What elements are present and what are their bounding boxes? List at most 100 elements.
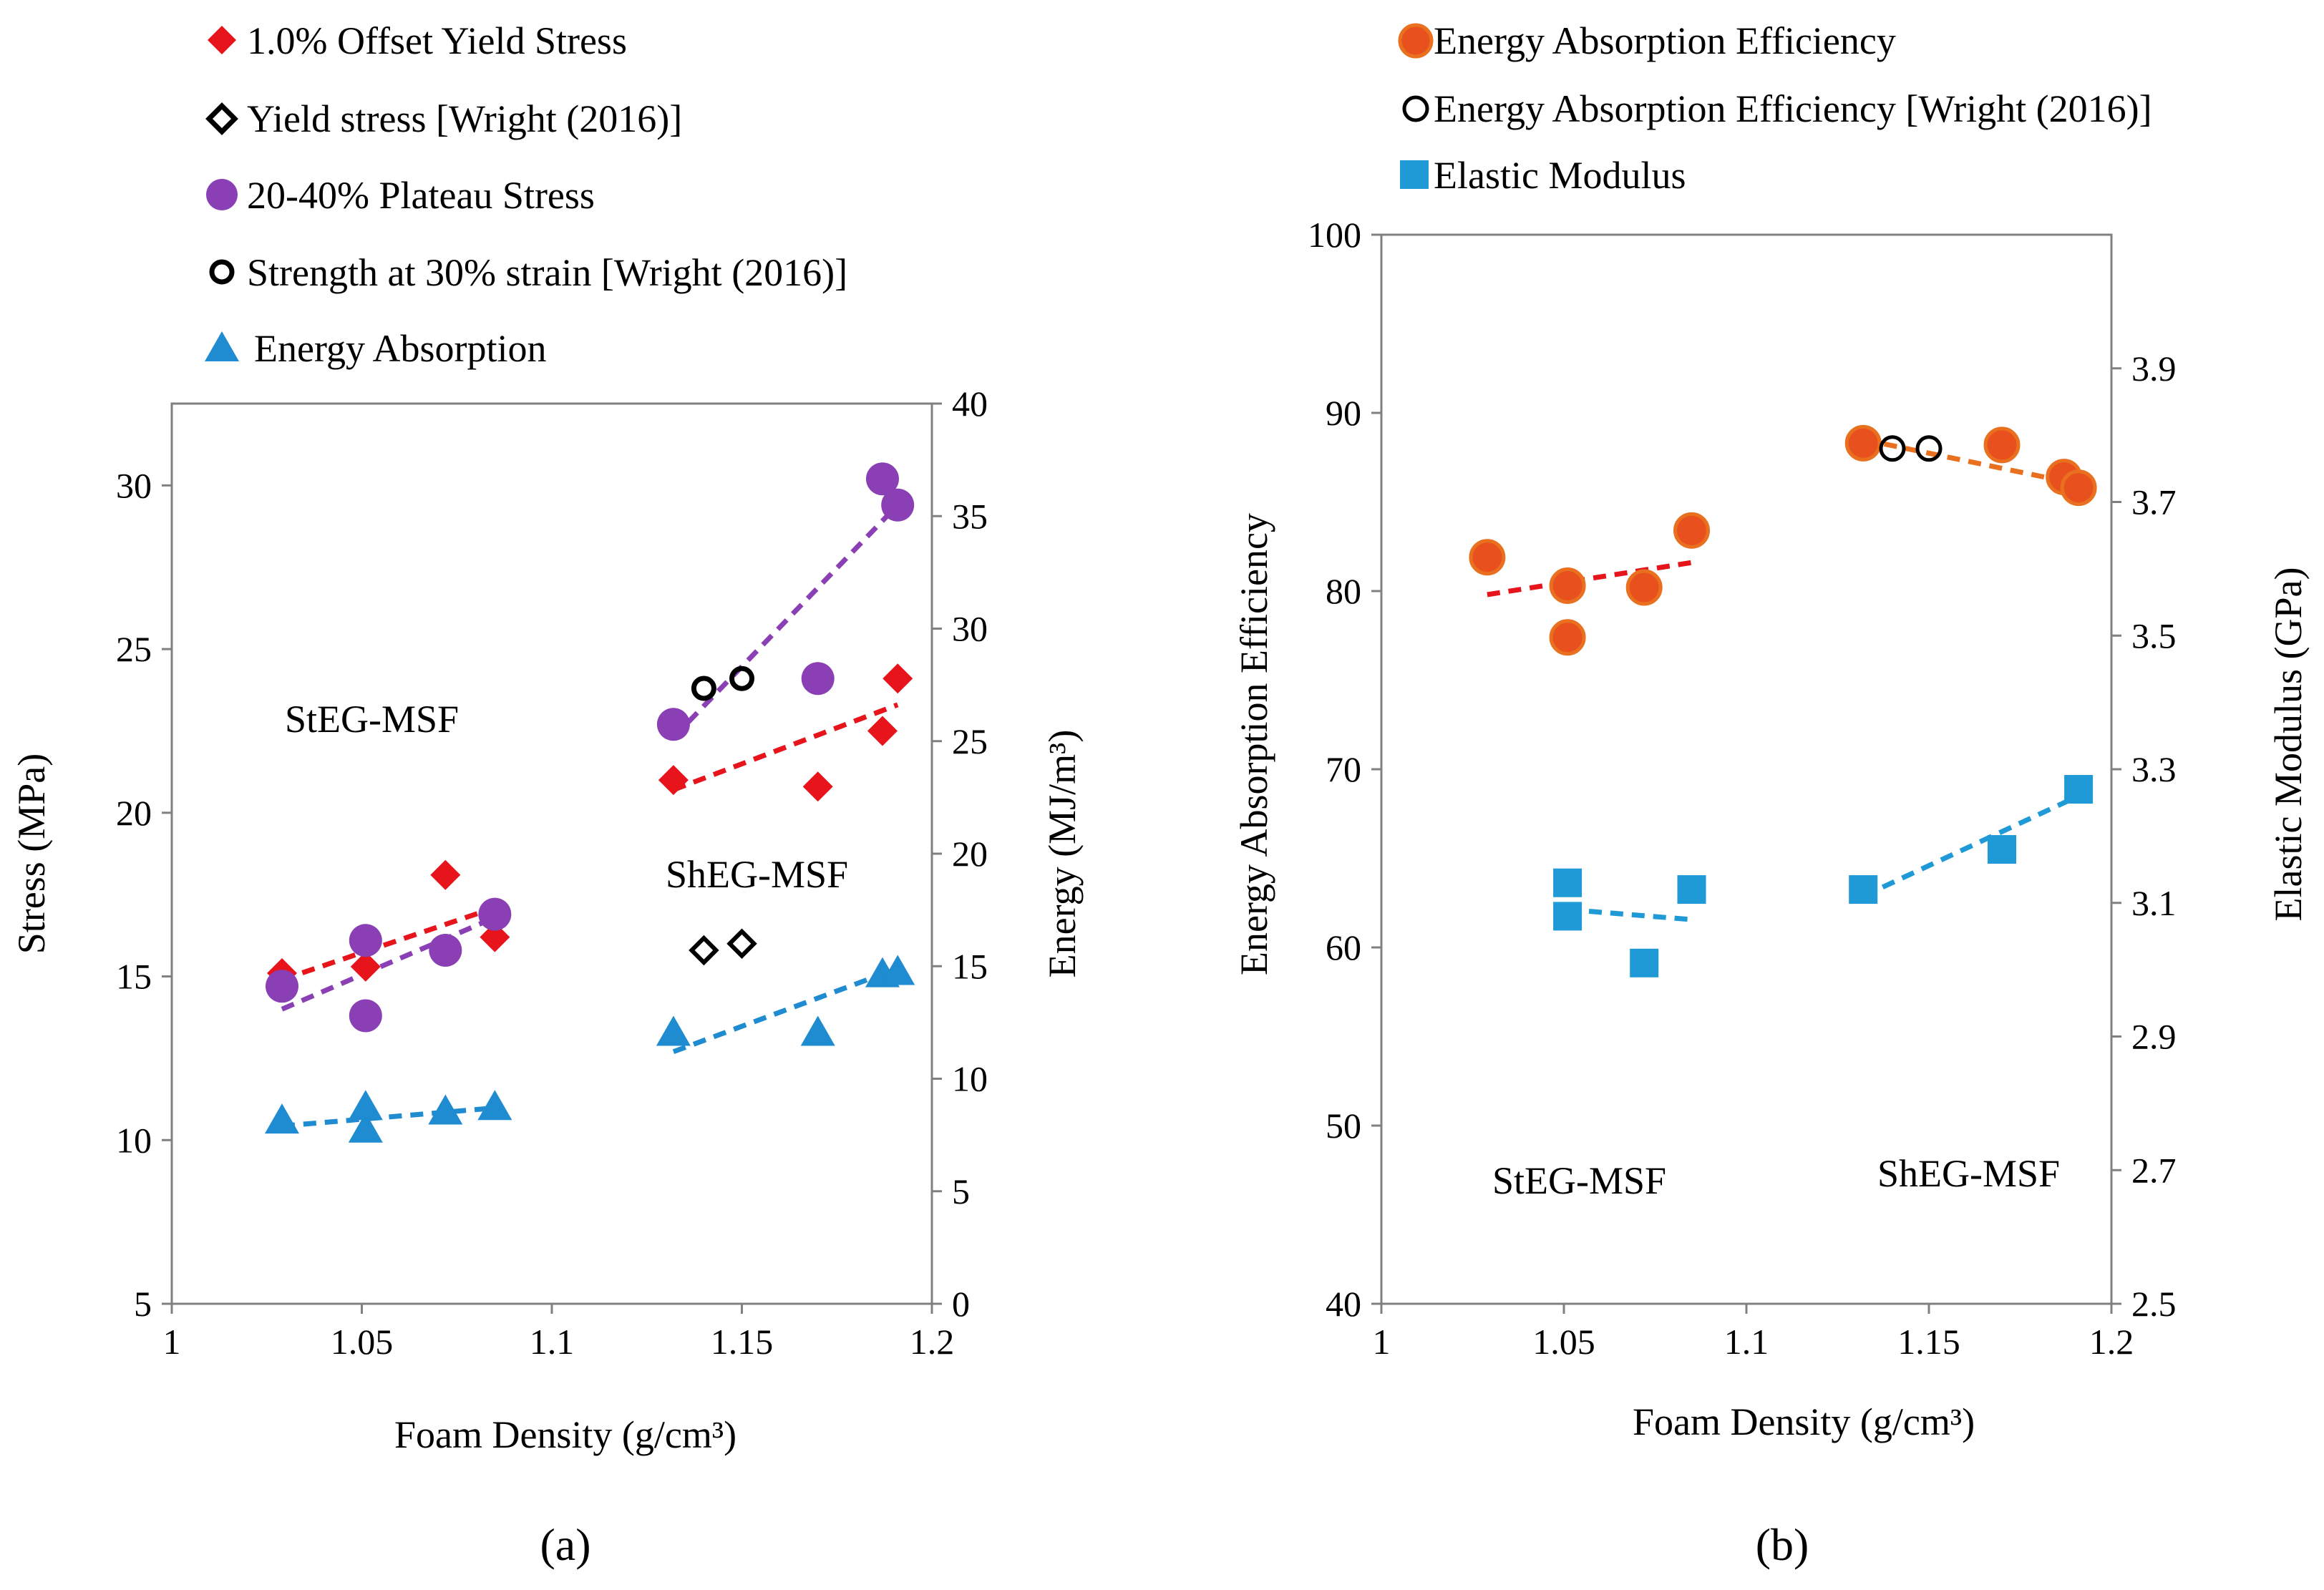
x-tick-label-b: 1.1 [1724, 1322, 1769, 1362]
point-energy-absorption-efficiency-wright-2016 [1879, 435, 1906, 462]
point-1-0-offset-yield-stress [802, 771, 833, 802]
point-1-0-offset-yield-stress [867, 716, 898, 746]
trendline-a-3 [672, 702, 899, 793]
annotation-b-steg: StEG-MSF [1492, 1159, 1666, 1202]
x-tick-label-b: 1.2 [2089, 1322, 2134, 1362]
y-tick-label-b: 50 [1326, 1106, 1361, 1146]
y2-tick-label-a: 20 [952, 834, 988, 874]
x-tick-label-a: 1.1 [530, 1322, 575, 1362]
legend-a-marker-plateau [206, 179, 238, 210]
point-strength-at-30-strain-wright-2016 [729, 665, 754, 691]
legend-a-marker-wright-strength [209, 259, 235, 285]
point-elastic-modulus [1849, 875, 1878, 904]
y-tick-label-b: 40 [1326, 1284, 1361, 1324]
point-energy-absorption [656, 1015, 691, 1046]
legend-a-marker-wright-yield [205, 102, 238, 135]
point-1-0-offset-yield-stress [658, 765, 689, 796]
point-energy-absorption [477, 1090, 512, 1121]
y2-axis-label-a: Energy (MJ/m³) [1041, 730, 1084, 978]
x-tick-label-b: 1.05 [1532, 1322, 1595, 1362]
y2-tick-label-b: 3.3 [2131, 749, 2177, 789]
y2-axis-label-b: Elastic Modulus (GPa) [2267, 567, 2310, 922]
plot-area-b [1380, 233, 2113, 1305]
ticks-a: 1 1.05 1.1 1.15 1.2 5 10 15 20 25 30 0 5 10 15 20 25 30 35… [116, 384, 988, 1362]
point-energy-absorption [348, 1112, 383, 1143]
annotation-a-steg: StEG-MSF [285, 698, 459, 741]
point-20-40-plateau-stress [881, 488, 915, 522]
y-tick-label-b: 80 [1326, 571, 1361, 611]
point-energy-absorption-efficiency [1549, 567, 1586, 605]
legend-a-item-wright-yield: Yield stress [Wright (2016)] [247, 97, 682, 140]
y-tick-label-a: 15 [116, 957, 152, 997]
point-1-0-offset-yield-stress [350, 951, 381, 982]
ticks-b: 1 1.05 1.1 1.15 1.2 40 50 60 70 80 90 100 2.5 2.7 2.9 3… [1308, 215, 2177, 1362]
x-tick-label-a: 1.2 [910, 1322, 955, 1362]
legend-a-marker-energy [205, 331, 239, 361]
point-20-40-plateau-stress [349, 999, 382, 1033]
legend-b-item-efficiency: Energy Absorption Efficiency [1434, 19, 1896, 62]
y-tick-label-a: 5 [134, 1284, 152, 1324]
point-energy-absorption [800, 1015, 835, 1046]
point-energy-absorption-efficiency [1983, 426, 2021, 464]
marks-b [1469, 424, 2097, 977]
point-1-0-offset-yield-stress [430, 859, 461, 890]
legend-b-marker-wright-efficiency [1402, 95, 1429, 122]
legend-a: 1.0% Offset Yield Stress Yield stress [W… [205, 19, 847, 370]
legend-a-marker-yield [208, 26, 236, 54]
legend-a-item-energy: Energy Absorption [254, 327, 546, 370]
point-elastic-modulus [2064, 775, 2094, 804]
point-energy-absorption-efficiency [1625, 569, 1663, 606]
x-tick-label-b: 1 [1373, 1322, 1391, 1362]
point-20-40-plateau-stress [265, 970, 298, 1003]
y-tick-label-a: 30 [116, 465, 152, 505]
trendline-b-2 [1567, 907, 1692, 922]
trendline-a-1 [281, 915, 496, 1012]
x-tick-label-b: 1.15 [1897, 1322, 1960, 1362]
point-elastic-modulus [1553, 902, 1582, 931]
point-20-40-plateau-stress [656, 708, 690, 741]
panel-label-b: (b) [1756, 1519, 1809, 1570]
trendlines-a [281, 503, 900, 1129]
y-tick-label-b: 70 [1326, 749, 1361, 789]
y2-tick-label-a: 5 [952, 1171, 970, 1211]
panel-b: Energy Absorption Efficiency Energy Abso… [1233, 19, 2310, 1570]
y2-tick-label-b: 2.9 [2131, 1017, 2177, 1057]
legend-b-marker-modulus [1400, 160, 1429, 189]
legend-a-item-yield: 1.0% Offset Yield Stress [247, 19, 627, 62]
point-energy-absorption-efficiency-wright-2016 [1915, 435, 1943, 462]
point-energy-absorption [428, 1094, 463, 1125]
panel-label-a: (a) [540, 1519, 590, 1570]
point-20-40-plateau-stress [865, 462, 899, 496]
point-20-40-plateau-stress [801, 662, 835, 696]
trendline-b-0 [1487, 560, 1693, 598]
point-energy-absorption-efficiency [1844, 424, 1882, 462]
trendline-b-3 [1862, 794, 2080, 899]
y-tick-label-a: 25 [116, 629, 152, 669]
point-energy-absorption-efficiency [1469, 539, 1506, 576]
point-energy-absorption [264, 1103, 299, 1134]
panel-a: 1.0% Offset Yield Stress Yield stress [W… [10, 19, 1084, 1570]
annotation-b-sheg: ShEG-MSF [1877, 1152, 2060, 1195]
trendlines-b [1487, 436, 2080, 922]
trendline-a-2 [281, 1105, 495, 1129]
y2-tick-label-a: 10 [952, 1059, 988, 1099]
point-1-0-offset-yield-stress [480, 922, 510, 952]
legend-b: Energy Absorption Efficiency Energy Abso… [1398, 19, 2152, 197]
y2-tick-label-a: 30 [952, 609, 988, 649]
y2-tick-label-b: 2.5 [2131, 1284, 2177, 1324]
legend-a-item-plateau: 20-40% Plateau Stress [247, 174, 595, 217]
y2-tick-label-b: 2.7 [2131, 1150, 2177, 1190]
y2-tick-label-b: 3.7 [2131, 482, 2177, 522]
trendline-a-5 [672, 966, 899, 1055]
point-energy-absorption-efficiency [2060, 469, 2097, 507]
point-energy-absorption [880, 955, 915, 985]
point-yield-stress-wright-2016 [726, 928, 757, 960]
x-axis-label-b: Foam Density (g/cm³) [1633, 1400, 1975, 1443]
y-tick-label-b: 60 [1326, 927, 1361, 967]
point-strength-at-30-strain-wright-2016 [691, 675, 716, 701]
point-yield-stress-wright-2016 [689, 935, 719, 966]
y2-tick-label-b: 3.5 [2131, 615, 2177, 655]
legend-b-item-modulus: Elastic Modulus [1434, 154, 1686, 197]
x-tick-label-a: 1.05 [331, 1322, 394, 1362]
y2-tick-label-a: 25 [952, 721, 988, 761]
